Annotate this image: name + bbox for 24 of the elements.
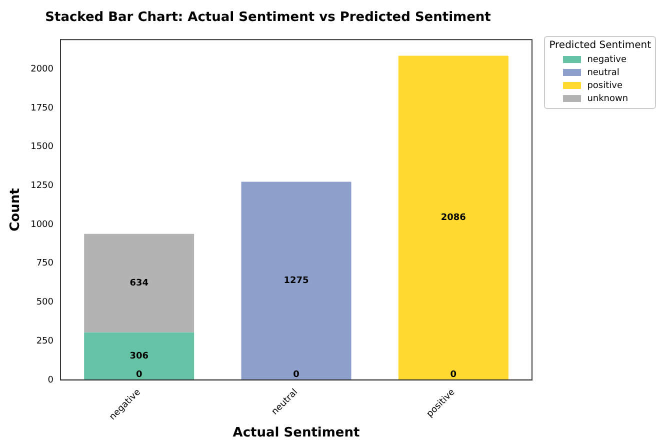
legend-label: unknown <box>587 94 628 104</box>
annotation: 0 <box>450 370 457 380</box>
legend-title: Predicted Sentiment <box>549 40 651 51</box>
data-label: 2086 <box>440 213 466 224</box>
y-tick-label: 750 <box>36 258 54 269</box>
legend-label: neutral <box>587 68 620 78</box>
data-label: 634 <box>130 278 148 288</box>
y-axis-title: Count <box>8 188 24 232</box>
y-tick-label: 2000 <box>30 64 54 74</box>
y-tick-label: 1250 <box>30 181 54 192</box>
legend-label: positive <box>587 80 622 90</box>
chart-title: Stacked Bar Chart: Actual Sentiment vs Predicted Sentiment <box>45 10 491 26</box>
y-tick-label: 250 <box>36 336 54 346</box>
y-tick-label: 1000 <box>30 220 54 230</box>
legend-label: negative <box>587 54 627 64</box>
data-label: 306 <box>130 351 148 362</box>
data-label: 1275 <box>284 276 309 286</box>
annotation: 0 <box>136 370 142 380</box>
annotation: 0 <box>293 370 300 380</box>
y-tick-label: 0 <box>48 375 54 386</box>
y-tick-label: 500 <box>36 298 54 308</box>
y-tick-label: 1750 <box>30 103 54 114</box>
x-axis-title: Actual Sentiment <box>232 426 360 441</box>
y-tick-label: 1500 <box>30 142 54 152</box>
